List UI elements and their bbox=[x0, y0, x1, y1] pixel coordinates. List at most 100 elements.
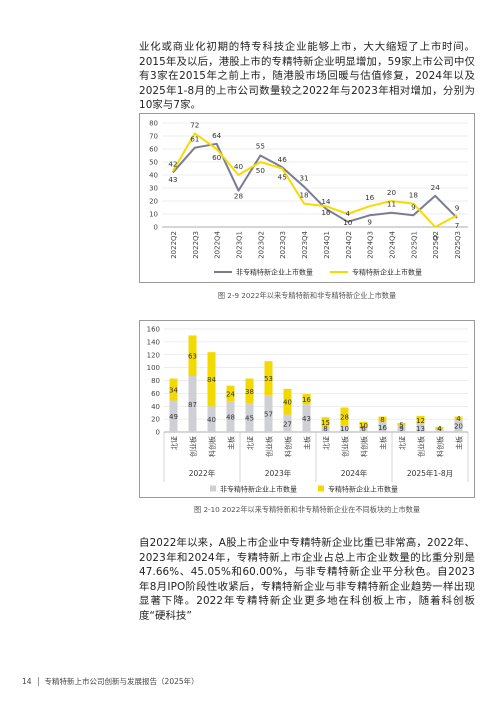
x-tick-label: 2024Q2 bbox=[345, 231, 353, 259]
y-tick-label: 120 bbox=[147, 351, 160, 359]
data-label: 50 bbox=[256, 166, 266, 175]
data-label: 24 bbox=[431, 183, 441, 192]
x-tick-label: 主板 bbox=[227, 436, 236, 450]
data-label: 53 bbox=[264, 375, 273, 383]
bar-non-specialized bbox=[188, 375, 197, 432]
data-label: 46 bbox=[278, 155, 288, 164]
bar-non-specialized bbox=[245, 403, 254, 432]
data-label: 40 bbox=[234, 162, 244, 171]
bar-specialized bbox=[245, 378, 254, 404]
data-label: 9 bbox=[399, 425, 403, 433]
data-label: 34 bbox=[169, 387, 178, 395]
x-tick-label: 2023Q4 bbox=[301, 230, 309, 258]
page-footer: 14 专精特新上市公司创新与发展报告（2025年） bbox=[22, 676, 199, 687]
bar-specialized bbox=[435, 426, 444, 430]
data-label: 16 bbox=[321, 208, 331, 217]
y-tick-label: 100 bbox=[147, 364, 160, 372]
bar-non-specialized bbox=[226, 401, 235, 432]
data-label: 6 bbox=[361, 425, 366, 433]
y-tick-label: 10 bbox=[149, 211, 158, 219]
data-label: 9 bbox=[411, 202, 416, 211]
y-tick-label: 80 bbox=[149, 120, 158, 128]
x-tick-label: 科创板 bbox=[208, 436, 217, 457]
x-tick-label: 科创板 bbox=[284, 436, 293, 457]
bar-specialized bbox=[359, 421, 368, 429]
bar-specialized bbox=[264, 361, 273, 396]
legend-label: 非专精特新企业上市数量 bbox=[220, 485, 297, 494]
x-tick-label: 创业板 bbox=[417, 436, 426, 457]
y-tick-label: 40 bbox=[151, 403, 160, 411]
data-label: 72 bbox=[190, 120, 199, 129]
page-number: 14 bbox=[22, 677, 39, 686]
body-paragraph-1: 业化或商业化初期的特专科技企业能够上市，大大缩短了上市时间。2015年及以后，港… bbox=[139, 41, 475, 111]
data-label: 48 bbox=[226, 414, 235, 422]
data-label: 31 bbox=[299, 174, 308, 183]
data-label: 43 bbox=[302, 415, 311, 423]
bar-non-specialized bbox=[283, 414, 292, 432]
data-label: 61 bbox=[190, 135, 199, 144]
data-label: 45 bbox=[245, 415, 254, 423]
x-tick-label: 2025Q3 bbox=[454, 231, 462, 259]
bar-non-specialized bbox=[454, 419, 463, 432]
data-label: 87 bbox=[188, 401, 197, 409]
data-label: 43 bbox=[168, 175, 177, 184]
x-tick-label: 科创板 bbox=[360, 436, 369, 457]
data-label: 13 bbox=[416, 425, 425, 433]
group-label: 2023年 bbox=[265, 468, 292, 478]
bar-specialized bbox=[207, 352, 216, 407]
x-tick-label: 北证 bbox=[399, 436, 407, 450]
data-label: 8 bbox=[380, 416, 384, 424]
data-label: 4 bbox=[456, 415, 461, 423]
x-tick-label: 2022Q4 bbox=[214, 230, 222, 258]
legend-swatch-grey bbox=[210, 485, 216, 492]
data-label: 4 bbox=[437, 425, 442, 433]
group-label: 2022年 bbox=[189, 468, 216, 478]
data-label: 16 bbox=[378, 424, 387, 432]
data-label: 40 bbox=[283, 399, 292, 407]
bar-non-specialized bbox=[302, 404, 311, 432]
bar-non-specialized bbox=[359, 428, 368, 432]
series-line-0 bbox=[172, 142, 458, 223]
bar-specialized bbox=[188, 335, 197, 376]
bar-non-specialized bbox=[264, 395, 273, 432]
legend-label: 专精特新企业上市数量 bbox=[352, 268, 422, 277]
data-label: 55 bbox=[256, 142, 265, 151]
bar-non-specialized bbox=[321, 426, 330, 432]
bar-non-specialized bbox=[378, 421, 387, 432]
x-tick-label: 2022Q3 bbox=[192, 231, 200, 259]
data-label: 10 bbox=[359, 422, 368, 430]
x-tick-label: 北证 bbox=[323, 436, 331, 450]
x-tick-label: 2025Q1 bbox=[410, 231, 418, 259]
x-tick-label: 2022Q2 bbox=[170, 231, 178, 259]
body-paragraph-2: 自2022年以来，A股上市企业中专精特新企业比重已非常高，2022年、2023年… bbox=[139, 537, 475, 622]
y-tick-label: 0 bbox=[154, 224, 158, 232]
y-tick-label: 60 bbox=[149, 146, 158, 154]
data-label: 14 bbox=[321, 197, 331, 206]
x-tick-label: 2023Q1 bbox=[236, 231, 244, 259]
bar-specialized bbox=[226, 385, 235, 402]
data-label: 7 bbox=[455, 221, 460, 230]
data-label: 28 bbox=[340, 414, 349, 422]
data-label: 38 bbox=[245, 388, 254, 396]
line-chart-listings: 0 10 20 30 40 50 60 70 80 2022Q2 2022Q3 2022Q4 2023Q… bbox=[139, 113, 475, 283]
x-tick-label: 2024Q3 bbox=[367, 231, 375, 259]
data-label: 84 bbox=[207, 376, 216, 384]
figure-caption-2-10: 图 2-10 2022年以来专精特新和非专精特新企业在不同板块的上市数量 bbox=[193, 505, 421, 514]
bar-specialized bbox=[340, 407, 349, 426]
bar-specialized bbox=[321, 417, 330, 427]
data-label: 9 bbox=[367, 217, 372, 226]
data-label: 8 bbox=[323, 425, 327, 433]
bar-specialized bbox=[454, 416, 463, 420]
bar-specialized bbox=[283, 388, 292, 415]
x-tick-label: 2024Q1 bbox=[323, 231, 331, 259]
x-tick-label: 2023Q3 bbox=[279, 231, 287, 259]
x-tick-label: 科创板 bbox=[436, 436, 445, 457]
data-label: 64 bbox=[212, 131, 222, 140]
y-tick-label: 60 bbox=[151, 390, 160, 398]
data-label: 60 bbox=[212, 153, 222, 162]
legend-label: 非专精特新企业上市数量 bbox=[236, 268, 313, 277]
bar-non-specialized bbox=[416, 423, 425, 432]
data-label: 16 bbox=[365, 193, 375, 202]
data-label: 42 bbox=[168, 159, 177, 168]
